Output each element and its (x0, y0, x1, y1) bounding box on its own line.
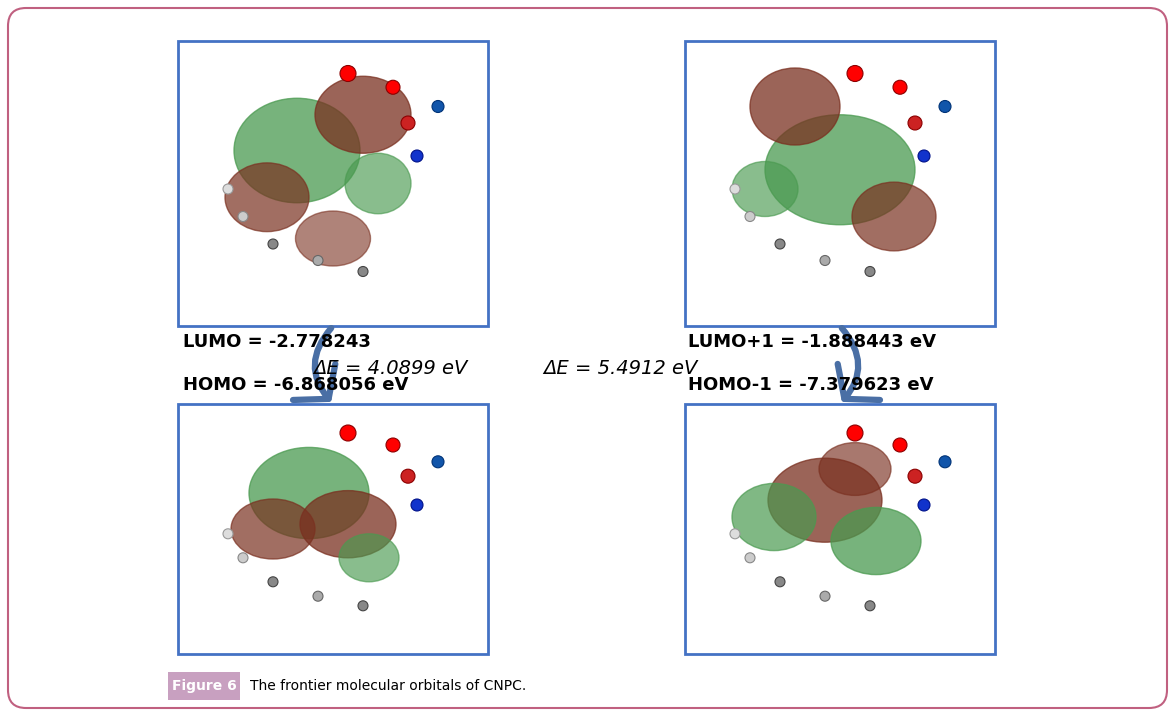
Ellipse shape (295, 211, 370, 266)
Circle shape (387, 80, 400, 95)
Circle shape (223, 529, 233, 539)
Circle shape (313, 256, 323, 266)
Ellipse shape (852, 182, 936, 251)
Circle shape (745, 211, 756, 221)
Circle shape (939, 100, 951, 112)
Ellipse shape (224, 163, 309, 231)
Ellipse shape (234, 98, 360, 203)
Circle shape (908, 469, 922, 483)
Ellipse shape (249, 448, 369, 538)
Circle shape (401, 469, 415, 483)
Text: LUMO+1 = -1.888443 eV: LUMO+1 = -1.888443 eV (689, 333, 936, 351)
FancyBboxPatch shape (685, 41, 995, 326)
Circle shape (893, 438, 907, 452)
FancyBboxPatch shape (168, 672, 240, 700)
Ellipse shape (340, 534, 400, 582)
Circle shape (745, 553, 756, 563)
Circle shape (432, 456, 444, 468)
FancyBboxPatch shape (177, 41, 488, 326)
Text: ΔE = 5.4912 eV: ΔE = 5.4912 eV (543, 359, 697, 377)
Ellipse shape (345, 153, 411, 214)
Text: HOMO-1 = -7.379623 eV: HOMO-1 = -7.379623 eV (689, 376, 933, 394)
Circle shape (313, 591, 323, 601)
Circle shape (776, 239, 785, 249)
Ellipse shape (732, 483, 815, 551)
Text: Figure 6: Figure 6 (172, 679, 236, 693)
Circle shape (776, 577, 785, 587)
Circle shape (268, 239, 278, 249)
Text: The frontier molecular orbitals of CNPC.: The frontier molecular orbitals of CNPC. (250, 679, 526, 693)
Circle shape (401, 116, 415, 130)
Ellipse shape (768, 458, 882, 542)
FancyBboxPatch shape (177, 404, 488, 654)
Text: HOMO = -6.868056 eV: HOMO = -6.868056 eV (183, 376, 409, 394)
Circle shape (865, 601, 875, 611)
Circle shape (730, 529, 740, 539)
Ellipse shape (819, 442, 891, 495)
Ellipse shape (831, 508, 921, 575)
Circle shape (730, 184, 740, 194)
Circle shape (820, 256, 830, 266)
Circle shape (268, 577, 278, 587)
Ellipse shape (750, 68, 840, 145)
FancyBboxPatch shape (685, 404, 995, 654)
Circle shape (939, 456, 951, 468)
Circle shape (847, 425, 862, 441)
Circle shape (432, 100, 444, 112)
Circle shape (893, 80, 907, 95)
Circle shape (340, 65, 356, 82)
Circle shape (411, 150, 423, 162)
Circle shape (411, 499, 423, 511)
FancyBboxPatch shape (8, 8, 1167, 708)
Ellipse shape (315, 76, 411, 153)
Circle shape (918, 150, 929, 162)
Circle shape (340, 425, 356, 441)
FancyArrowPatch shape (293, 328, 335, 400)
Circle shape (918, 499, 929, 511)
Circle shape (387, 438, 400, 452)
Ellipse shape (231, 499, 315, 559)
FancyArrowPatch shape (838, 328, 880, 400)
Text: ΔE = 4.0899 eV: ΔE = 4.0899 eV (313, 359, 468, 377)
Circle shape (908, 116, 922, 130)
Circle shape (239, 553, 248, 563)
Ellipse shape (300, 490, 396, 558)
Circle shape (358, 266, 368, 276)
Circle shape (223, 184, 233, 194)
Circle shape (358, 601, 368, 611)
Circle shape (847, 65, 862, 82)
Ellipse shape (765, 115, 915, 225)
Ellipse shape (732, 162, 798, 216)
Circle shape (820, 591, 830, 601)
Circle shape (865, 266, 875, 276)
Circle shape (239, 211, 248, 221)
Text: LUMO = -2.778243: LUMO = -2.778243 (183, 333, 371, 351)
